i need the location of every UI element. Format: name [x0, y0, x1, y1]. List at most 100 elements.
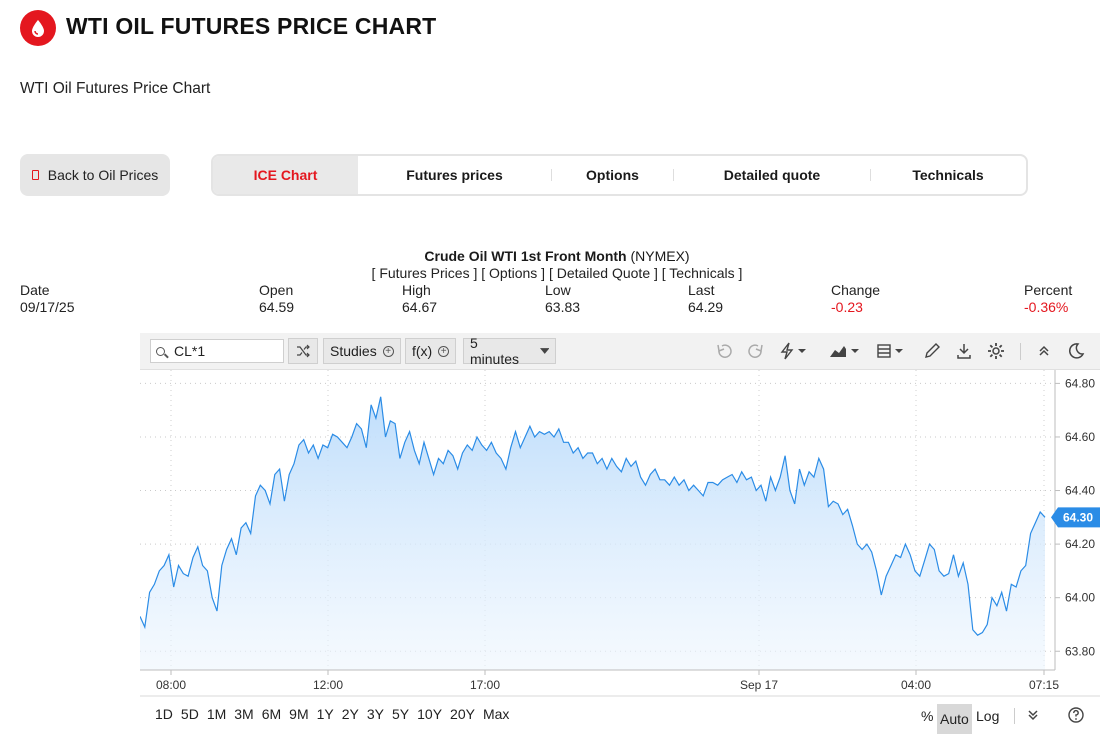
range-5d[interactable]: 5D: [180, 706, 199, 722]
stat-low: Low 63.83: [545, 282, 580, 316]
symbol-value: CL*1: [174, 343, 206, 359]
y-tick-label: 64.40: [1065, 484, 1095, 498]
stat-label: Last: [688, 282, 715, 298]
back-to-oil-prices-button[interactable]: Back to Oil Prices: [20, 154, 170, 196]
range-3y[interactable]: 3Y: [366, 706, 384, 722]
range-3m[interactable]: 3M: [234, 706, 254, 722]
x-tick-label: 07:15: [1029, 678, 1059, 692]
stat-value: -0.23: [831, 299, 863, 315]
help-icon[interactable]: [1067, 706, 1085, 724]
range-1m[interactable]: 1M: [206, 706, 227, 722]
exchange-label: (NYMEX): [630, 248, 690, 264]
stat-value: 64.59: [259, 299, 295, 315]
stat-value: 64.29: [688, 299, 724, 315]
layout-icon[interactable]: [875, 341, 907, 361]
range-5y[interactable]: 5Y: [392, 706, 410, 722]
plus-icon: +: [382, 345, 394, 357]
fx-label: f(x): [412, 343, 433, 359]
chart-type-icon[interactable]: [828, 341, 860, 361]
tab-detailed-quote[interactable]: Detailed quote: [723, 167, 821, 183]
studies-button[interactable]: Studies +: [323, 338, 401, 364]
stat-open: Open 64.59: [259, 282, 294, 316]
range-divider: [1014, 708, 1015, 724]
stat-value: 63.83: [545, 299, 581, 315]
quote-title: Crude Oil WTI 1st Front Month (NYMEX): [0, 248, 1114, 264]
interval-label: 5 minutes: [470, 335, 520, 367]
tab-divider: [673, 169, 674, 181]
download-icon[interactable]: [954, 341, 974, 361]
tab-technicals[interactable]: Technicals: [912, 167, 984, 183]
section-tabs: ICE Chart Futures prices Options Detaile…: [211, 154, 1028, 196]
x-tick-label: 17:00: [470, 678, 500, 692]
fx-button[interactable]: f(x) +: [405, 338, 457, 364]
stat-label: Percent: [1024, 282, 1073, 298]
stat-change: Change -0.23: [831, 282, 880, 316]
range-1y[interactable]: 1Y: [316, 706, 334, 722]
range-max[interactable]: Max: [482, 706, 510, 722]
search-icon: [156, 346, 165, 356]
studies-label: Studies: [330, 343, 377, 359]
x-tick-label: 08:00: [156, 678, 186, 692]
tab-options[interactable]: Options: [586, 167, 639, 183]
tab-ice-chart[interactable]: ICE Chart: [213, 156, 358, 194]
chart-toolbar: CL*1 Studies + f(x) + 5 minutes: [140, 333, 1100, 370]
price-line: [140, 396, 1046, 636]
lightning-icon[interactable]: [778, 341, 808, 361]
range-6m[interactable]: 6M: [261, 706, 282, 722]
stat-label: Date: [20, 282, 50, 298]
toolbar-divider: [1020, 343, 1021, 360]
tab-divider: [870, 169, 871, 181]
oil-drop-logo: [20, 10, 56, 46]
range-10y[interactable]: 10Y: [417, 706, 443, 722]
chevron-down-icon: [539, 348, 549, 354]
instrument-name: Crude Oil WTI 1st Front Month: [424, 248, 627, 264]
gear-icon[interactable]: [986, 341, 1006, 361]
log-scale-toggle[interactable]: Log: [976, 708, 1000, 724]
x-tick-label: 04:00: [901, 678, 931, 692]
compare-button[interactable]: [288, 338, 318, 364]
tab-futures-prices[interactable]: Futures prices: [406, 167, 503, 183]
stat-date: Date 09/17/25: [20, 282, 75, 316]
collapse-icon[interactable]: [1034, 341, 1054, 361]
stat-label: High: [402, 282, 431, 298]
stat-label: Open: [259, 282, 294, 298]
range-1d[interactable]: 1D: [155, 706, 173, 722]
stat-label: Low: [545, 282, 571, 298]
auto-scale-toggle[interactable]: Auto: [937, 704, 972, 734]
price-chart[interactable]: 64.80 64.60 64.40 64.20 64.00 63.80 08:00 12:0…: [140, 370, 1100, 697]
x-tick-label: 12:00: [313, 678, 343, 692]
range-selector: 1D 5D 1M 3M 6M 9M 1Y 2Y 3Y 5Y 10Y 20Y Ma…: [140, 700, 517, 728]
moon-icon[interactable]: [1066, 341, 1086, 361]
expand-down-icon[interactable]: [1025, 707, 1041, 723]
stat-last: Last 64.29: [688, 282, 723, 316]
y-tick-label: 64.20: [1065, 537, 1095, 551]
stat-high: High 64.67: [402, 282, 437, 316]
y-tick-label: 64.80: [1065, 376, 1095, 390]
tab-divider: [551, 169, 552, 181]
last-price-label: 64.30: [1063, 510, 1093, 524]
oil-drop-icon: [32, 20, 44, 37]
back-button-label: Back to Oil Prices: [47, 167, 159, 183]
y-tick-label: 64.60: [1065, 430, 1095, 444]
page-subtitle: WTI Oil Futures Price Chart: [20, 80, 211, 97]
range-2y[interactable]: 2Y: [341, 706, 359, 722]
plus-icon: +: [438, 345, 450, 357]
y-tick-label: 63.80: [1065, 644, 1095, 658]
stat-value: 64.67: [402, 299, 438, 315]
undo-icon[interactable]: [714, 341, 734, 361]
redo-icon[interactable]: [746, 341, 766, 361]
range-20y[interactable]: 20Y: [450, 706, 475, 722]
stat-value: -0.36%: [1024, 299, 1069, 315]
y-tick-label: 64.00: [1065, 591, 1095, 605]
stat-value: 09/17/25: [20, 299, 75, 315]
symbol-search-input[interactable]: CL*1: [150, 339, 284, 363]
stat-percent: Percent -0.36%: [1024, 282, 1072, 316]
quote-links[interactable]: [ Futures Prices ] [ Options ] [ Detaile…: [371, 265, 743, 281]
stat-label: Change: [831, 282, 881, 298]
last-price-marker: 64.30: [1051, 507, 1100, 528]
pencil-icon[interactable]: [922, 341, 942, 361]
interval-select[interactable]: 5 minutes: [463, 335, 556, 367]
percent-toggle[interactable]: %: [921, 708, 934, 724]
price-area: [140, 396, 1045, 670]
range-9m[interactable]: 9M: [289, 706, 309, 722]
